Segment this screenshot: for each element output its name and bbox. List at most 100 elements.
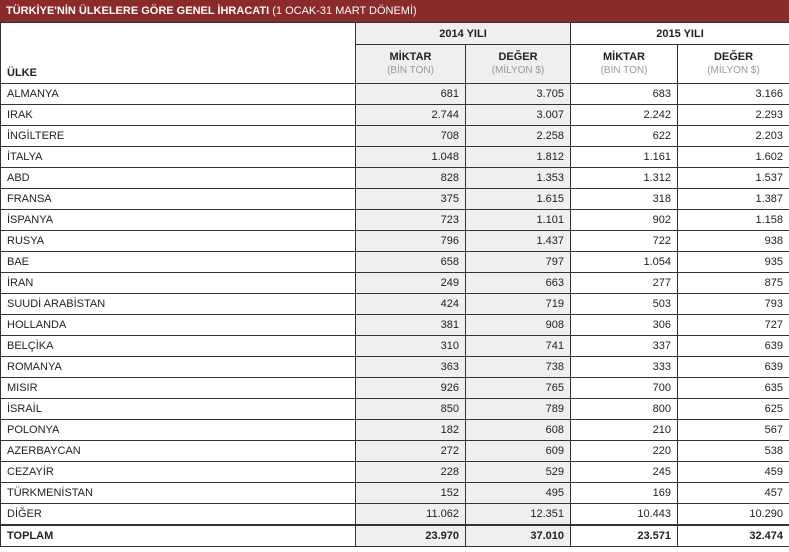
value-cell: 796 xyxy=(355,230,466,252)
table-row: DİĞER 11.062 12.351 10.443 10.290 xyxy=(0,503,789,526)
table-row: FRANSA 375 1.615 318 1.387 xyxy=(0,188,789,210)
country-cell: TOPLAM xyxy=(0,524,356,547)
value-cell: 277 xyxy=(570,272,678,294)
value-cell: 375 xyxy=(355,188,466,210)
value-cell: 902 xyxy=(570,209,678,231)
value-cell: 738 xyxy=(465,356,571,378)
value-cell: 152 xyxy=(355,482,466,504)
value-cell: 457 xyxy=(677,482,789,504)
value-cell: 306 xyxy=(570,314,678,336)
value-cell: 622 xyxy=(570,125,678,147)
value-cell: 11.062 xyxy=(355,503,466,526)
value-cell: 828 xyxy=(355,167,466,189)
table-row: SUUDİ ARABİSTAN 424 719 503 793 xyxy=(0,293,789,315)
country-cell: İNGİLTERE xyxy=(0,125,356,147)
value-cell: 1.812 xyxy=(465,146,571,168)
table-row: TÜRKMENİSTAN 152 495 169 457 xyxy=(0,482,789,504)
country-cell: SUUDİ ARABİSTAN xyxy=(0,293,356,315)
value-cell: 1.048 xyxy=(355,146,466,168)
value-cell: 663 xyxy=(465,272,571,294)
country-cell: IRAK xyxy=(0,104,356,126)
column-unit: (MİLYON $) xyxy=(491,65,545,76)
country-cell: ABD xyxy=(0,167,356,189)
column-unit: (MİLYON $) xyxy=(707,65,760,76)
country-cell: CEZAYİR xyxy=(0,461,356,483)
table-row: BELÇİKA 310 741 337 639 xyxy=(0,335,789,357)
table-row: HOLLANDA 381 908 306 727 xyxy=(0,314,789,336)
value-cell: 1.054 xyxy=(570,251,678,273)
country-cell: AZERBAYCAN xyxy=(0,440,356,462)
value-cell: 318 xyxy=(570,188,678,210)
country-cell: HOLLANDA xyxy=(0,314,356,336)
country-cell: İRAN xyxy=(0,272,356,294)
country-cell: BAE xyxy=(0,251,356,273)
value-cell: 681 xyxy=(355,83,466,105)
value-cell: 1.158 xyxy=(677,209,789,231)
country-cell: ROMANYA xyxy=(0,356,356,378)
value-cell: 228 xyxy=(355,461,466,483)
value-cell: 789 xyxy=(465,398,571,420)
table-row: İNGİLTERE 708 2.258 622 2.203 xyxy=(0,125,789,147)
year-header: 2014 YILI xyxy=(355,22,571,45)
value-cell: 1.101 xyxy=(465,209,571,231)
value-cell: 1.602 xyxy=(677,146,789,168)
value-cell: 3.705 xyxy=(465,83,571,105)
country-header: ÜLKE xyxy=(0,22,356,84)
value-cell: 1.615 xyxy=(465,188,571,210)
value-cell: 2.258 xyxy=(465,125,571,147)
value-cell: 639 xyxy=(677,335,789,357)
value-cell: 567 xyxy=(677,419,789,441)
value-cell: 875 xyxy=(677,272,789,294)
table-row: TOPLAM 23.970 37.010 23.571 32.474 xyxy=(0,524,789,547)
country-cell: POLONYA xyxy=(0,419,356,441)
value-cell: 1.353 xyxy=(465,167,571,189)
value-cell: 708 xyxy=(355,125,466,147)
value-cell: 635 xyxy=(677,377,789,399)
value-cell: 609 xyxy=(465,440,571,462)
column-header: MİKTAR (BİN TON) xyxy=(355,44,466,84)
value-cell: 381 xyxy=(355,314,466,336)
country-cell: ALMANYA xyxy=(0,83,356,105)
value-cell: 658 xyxy=(355,251,466,273)
country-cell: RUSYA xyxy=(0,230,356,252)
value-cell: 459 xyxy=(677,461,789,483)
table-row: İSRAİL 850 789 800 625 xyxy=(0,398,789,420)
column-name: DEĞER xyxy=(713,51,754,63)
column-name: DEĞER xyxy=(498,51,538,63)
value-cell: 741 xyxy=(465,335,571,357)
value-cell: 538 xyxy=(677,440,789,462)
value-cell: 3.166 xyxy=(677,83,789,105)
value-cell: 1.312 xyxy=(570,167,678,189)
value-cell: 800 xyxy=(570,398,678,420)
value-cell: 337 xyxy=(570,335,678,357)
table-row: ALMANYA 681 3.705 683 3.166 xyxy=(0,83,789,105)
value-cell: 2.293 xyxy=(677,104,789,126)
value-cell: 272 xyxy=(355,440,466,462)
value-cell: 727 xyxy=(677,314,789,336)
country-cell: BELÇİKA xyxy=(0,335,356,357)
subtitle: (1 OCAK-31 MART DÖNEMİ) xyxy=(272,5,417,17)
table-row: İTALYA 1.048 1.812 1.161 1.602 xyxy=(0,146,789,168)
value-cell: 23.571 xyxy=(570,524,678,547)
table-row: İSPANYA 723 1.101 902 1.158 xyxy=(0,209,789,231)
table-row: RUSYA 796 1.437 722 938 xyxy=(0,230,789,252)
column-header: MİKTAR (BİN TON) xyxy=(570,44,678,84)
value-cell: 220 xyxy=(570,440,678,462)
value-cell: 625 xyxy=(677,398,789,420)
country-cell: DİĞER xyxy=(0,503,356,526)
table-row: ABD 828 1.353 1.312 1.537 xyxy=(0,167,789,189)
value-cell: 12.351 xyxy=(465,503,571,526)
value-cell: 503 xyxy=(570,293,678,315)
value-cell: 37.010 xyxy=(465,524,571,547)
column-unit: (BİN TON) xyxy=(600,65,648,76)
table-row: AZERBAYCAN 272 609 220 538 xyxy=(0,440,789,462)
value-cell: 10.290 xyxy=(677,503,789,526)
value-cell: 363 xyxy=(355,356,466,378)
value-cell: 3.007 xyxy=(465,104,571,126)
value-cell: 1.387 xyxy=(677,188,789,210)
value-cell: 719 xyxy=(465,293,571,315)
value-cell: 245 xyxy=(570,461,678,483)
value-cell: 700 xyxy=(570,377,678,399)
value-cell: 1.161 xyxy=(570,146,678,168)
value-cell: 639 xyxy=(677,356,789,378)
